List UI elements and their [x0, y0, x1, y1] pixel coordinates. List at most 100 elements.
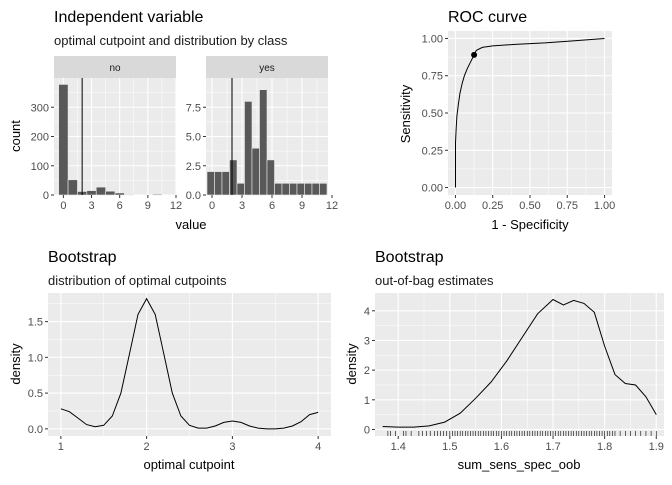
x-tick-label: 0: [60, 200, 66, 212]
histogram-bar: [206, 171, 215, 196]
histogram-bar: [244, 101, 253, 196]
y-tick-label: 1: [364, 395, 370, 407]
histogram-xlabel: value: [175, 217, 206, 232]
roc-ylabel: Sensitivity: [398, 84, 413, 143]
facet-label-yes: yes: [259, 63, 275, 74]
bootstrap-cutpoints-ylabel: density: [8, 343, 23, 385]
y-tick-label: 0: [364, 424, 370, 436]
bootstrap-oob-ylabel: density: [344, 343, 359, 385]
y-tick-label: 5.0: [186, 132, 201, 144]
bootstrap-oob-panel: Bootstrap out-of-bag estimates 1.4 1.5 1.6…: [344, 249, 664, 472]
y-tick-label: 2.5: [186, 161, 201, 173]
x-tick-label: 2: [144, 441, 150, 453]
roc-xticks: 0.00 0.25 0.50 0.75 1.00: [445, 195, 615, 212]
histogram-bar: [95, 186, 106, 196]
histogram-bar: [67, 179, 78, 196]
facet-yticks-no: 0 100 200 300: [31, 102, 54, 202]
histogram-bar: [229, 159, 238, 196]
facet-strip-yes: [206, 56, 328, 78]
x-tick-label: 1.00: [594, 200, 615, 212]
facet-xticks-yes: 0 3 6 9 12: [209, 195, 338, 212]
y-tick-label: 1.00: [422, 33, 443, 45]
histogram-ylabel: count: [8, 120, 23, 152]
x-tick-label: 0.50: [519, 200, 540, 212]
y-tick-label: 100: [31, 161, 49, 173]
x-tick-label: 1.5: [442, 441, 457, 453]
histogram-bar: [236, 183, 245, 196]
histogram-bar: [124, 194, 135, 196]
y-tick-label: 0.50: [422, 108, 443, 120]
y-tick-label: 3: [364, 335, 370, 347]
y-tick-label: 0: [43, 190, 49, 202]
y-tick-label: 7.5: [186, 102, 201, 114]
histogram-bar: [251, 147, 260, 196]
facet-strip-no: [54, 56, 176, 78]
bootstrap-oob-plot-area: [375, 293, 664, 436]
histogram-bar: [296, 183, 305, 196]
histogram-bar: [105, 190, 116, 196]
x-tick-label: 9: [145, 200, 151, 212]
y-tick-label: 1.0: [28, 352, 43, 364]
x-tick-label: 3: [88, 200, 94, 212]
histogram-bar: [266, 159, 275, 196]
histogram-bar: [221, 171, 230, 196]
y-tick-label: 0.00: [422, 183, 443, 195]
x-tick-label: 0.00: [445, 200, 466, 212]
histogram-bar: [152, 193, 163, 196]
y-tick-label: 1.5: [28, 317, 43, 329]
facet-xticks-no: 0 3 6 9 12: [60, 195, 182, 212]
roc-grid: [448, 31, 612, 195]
bootstrap-cutpoints-density-line: [60, 297, 319, 430]
x-tick-label: 3: [229, 441, 235, 453]
roc-yticks: 0.00 0.25 0.50 0.75 1.00: [422, 33, 448, 195]
y-tick-label: 200: [31, 132, 49, 144]
histogram-bar: [259, 89, 268, 196]
y-tick-label: 0.25: [422, 145, 443, 157]
roc-curve: [455, 38, 605, 188]
x-tick-label: 1.7: [545, 441, 560, 453]
bootstrap-oob-xlabel: sum_sens_spec_oob: [458, 457, 581, 472]
x-tick-label: 12: [326, 200, 338, 212]
histogram-bar: [214, 171, 223, 196]
histogram-bar: [304, 183, 313, 196]
y-tick-label: 300: [31, 102, 49, 114]
y-tick-label: 2: [364, 365, 370, 377]
bootstrap-oob-xticks: 1.4 1.5 1.6 1.7 1.8 1.9: [391, 436, 664, 453]
y-tick-label: 0.5: [28, 388, 43, 400]
histogram-bar: [274, 183, 283, 196]
bootstrap-oob-title: Bootstrap: [375, 249, 444, 266]
x-tick-label: 1.6: [494, 441, 509, 453]
histogram-bar: [114, 192, 125, 196]
y-tick-label: 0.0: [28, 424, 43, 436]
bootstrap-cutpoints-panel: Bootstrap distribution of optimal cutpoi…: [8, 249, 331, 472]
x-tick-label: 4: [315, 441, 321, 453]
histogram-bar: [319, 183, 328, 196]
bootstrap-oob-yticks: 0 1 2 3 4: [364, 306, 375, 436]
x-tick-label: 9: [299, 200, 305, 212]
bootstrap-cutpoints-subtitle: distribution of optimal cutpoints: [48, 273, 227, 288]
bootstrap-oob-grid: [375, 293, 664, 436]
roc-panel: ROC curve 0.00 0.25 0.50 0.75 1.00 0.00 0.25 0…: [398, 9, 615, 232]
x-tick-label: 12: [170, 200, 182, 212]
histogram-panel: Independent variable optimal cutpoint an…: [8, 9, 338, 232]
bootstrap-cutpoints-yticks: 0.0 0.5 1.0 1.5: [28, 317, 48, 436]
y-tick-label: 0.75: [422, 71, 443, 83]
facet-bars-yes: [206, 89, 328, 196]
histogram-subtitle: optimal cutpoint and distribution by cla…: [54, 33, 288, 48]
x-tick-label: 1.4: [391, 441, 406, 453]
x-tick-label: 1.8: [597, 441, 612, 453]
histogram-title: Independent variable: [54, 9, 204, 26]
bootstrap-oob-rug: [387, 431, 657, 436]
bootstrap-cutpoints-xlabel: optimal cutpoint: [143, 457, 234, 472]
x-tick-label: 3: [239, 200, 245, 212]
histogram-bar: [289, 183, 298, 196]
histogram-bar: [281, 183, 290, 196]
histogram-bar: [58, 84, 69, 196]
roc-xlabel: 1 - Specificity: [491, 217, 569, 232]
x-tick-label: 0.75: [557, 200, 578, 212]
roc-title: ROC curve: [448, 9, 527, 26]
x-tick-label: 0: [209, 200, 215, 212]
x-tick-label: 1: [58, 441, 64, 453]
histogram-bar: [311, 183, 320, 196]
